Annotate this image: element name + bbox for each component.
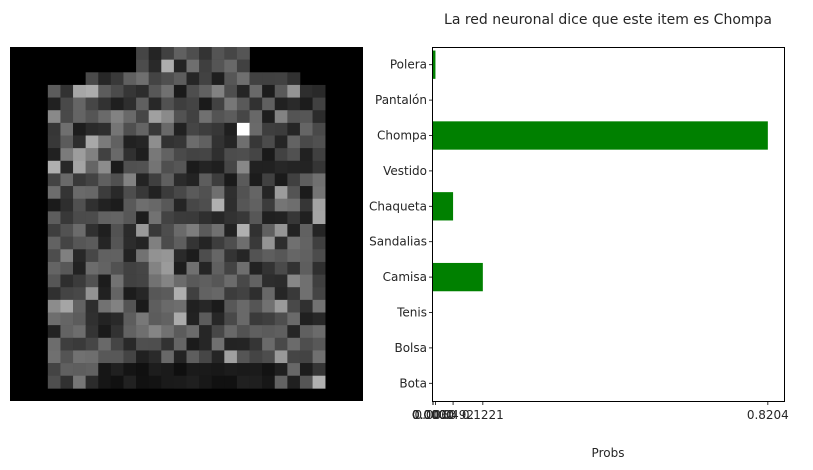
bars — [433, 50, 768, 292]
y-tick-label: Bota — [399, 376, 427, 390]
bar-camisa — [433, 262, 483, 292]
chart-title: La red neuronal dice que este item es Ch… — [444, 12, 772, 28]
x-tick-label: 0.1221 — [462, 408, 504, 422]
y-tick-label: Vestido — [383, 164, 427, 178]
digit-image-panel — [10, 47, 363, 401]
x-tick-label: 0.0000 — [412, 408, 454, 422]
y-tick-label: Chaqueta — [369, 199, 427, 213]
x-tick-label: 0.0000 — [412, 408, 454, 422]
x-tick-label: 0.0000 — [412, 408, 454, 422]
image-pixels — [47, 47, 326, 389]
bar-polera — [433, 50, 436, 79]
x-axis-label: Probs — [592, 446, 625, 460]
x-tick-label: 0.0492 — [432, 408, 474, 422]
x-tick-labels: 0.00000.00000.00000.00000.00000.00000.00… — [412, 401, 789, 422]
x-tick-label: 0.0000 — [412, 408, 454, 422]
y-tick-label: Bolsa — [394, 341, 427, 355]
y-tick-label: Camisa — [383, 270, 427, 284]
x-tick-label: 0.0060 — [414, 408, 456, 422]
x-tick-label: 0.0000 — [412, 408, 454, 422]
y-tick-label: Pantalón — [375, 93, 427, 107]
y-tick-label: Chompa — [377, 129, 427, 143]
y-tick-label: Polera — [390, 58, 427, 72]
plot-frame — [432, 47, 785, 402]
y-tick-labels: Polera Pantalón Chompa Vestido Chaqueta Sanda… — [369, 58, 433, 390]
y-tick-label: Sandalias — [369, 235, 427, 249]
probability-bar-chart: La red neuronal dice que este item es Ch… — [369, 12, 789, 460]
y-tick-label: Tenis — [396, 306, 427, 320]
x-tick-label: 0.0000 — [412, 408, 454, 422]
x-tick-label: 0.8204 — [747, 408, 789, 422]
bar-chaqueta — [433, 192, 454, 221]
bar-chompa — [433, 121, 768, 150]
